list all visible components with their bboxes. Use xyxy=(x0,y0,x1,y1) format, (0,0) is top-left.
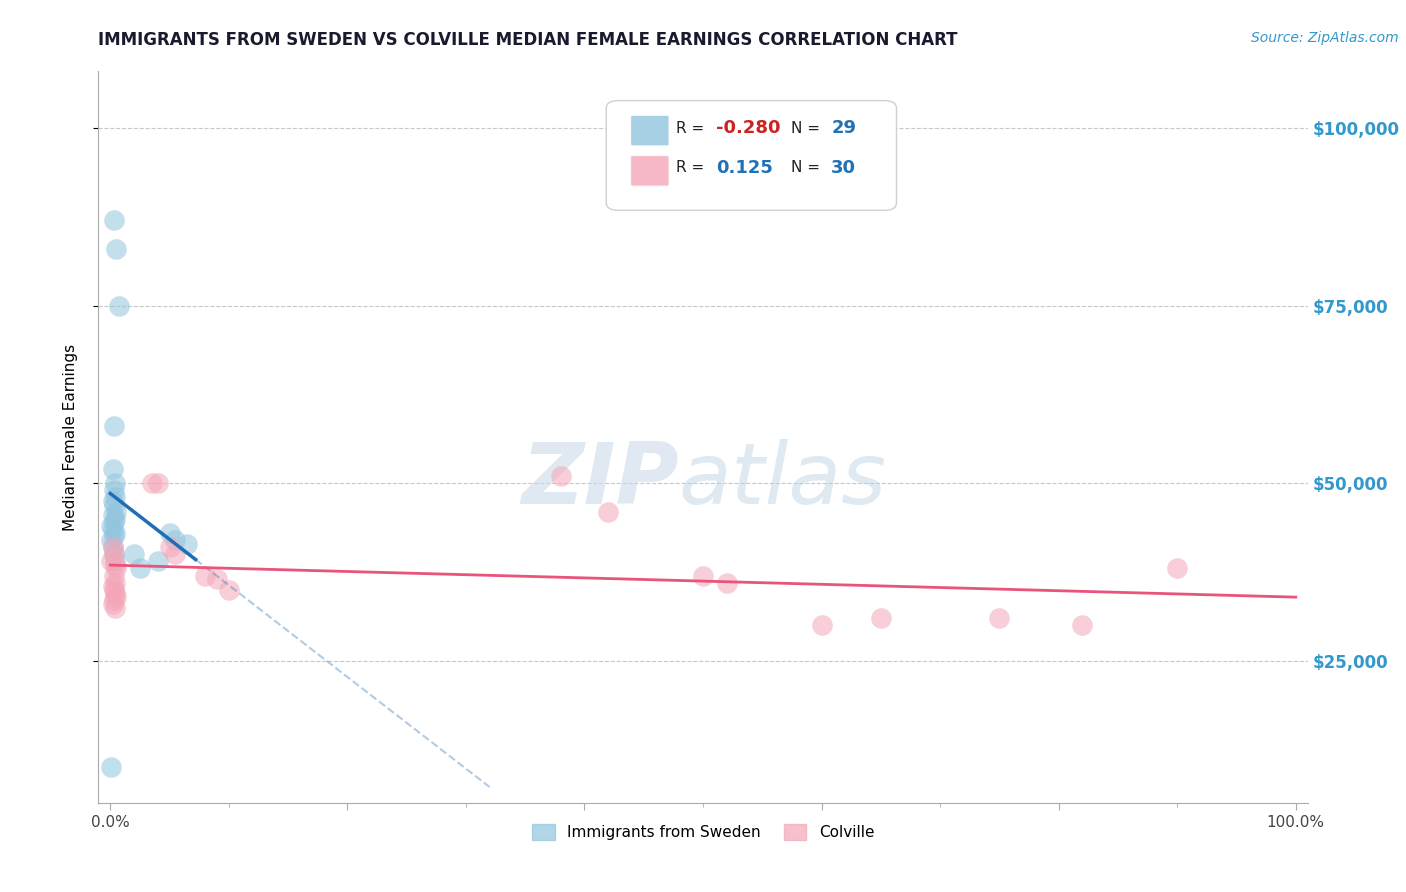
Point xyxy=(103,547,125,561)
Point xyxy=(101,494,124,508)
Point xyxy=(103,498,125,512)
Point xyxy=(101,597,124,611)
Point xyxy=(101,579,124,593)
Point xyxy=(103,483,125,498)
Text: IMMIGRANTS FROM SWEDEN VS COLVILLE MEDIAN FEMALE EARNINGS CORRELATION CHART: IMMIGRANTS FROM SWEDEN VS COLVILLE MEDIA… xyxy=(98,31,957,49)
Point xyxy=(103,568,125,582)
Point xyxy=(104,525,127,540)
Point xyxy=(101,508,124,523)
Text: -0.280: -0.280 xyxy=(716,120,780,137)
Text: 29: 29 xyxy=(831,120,856,137)
Point xyxy=(218,582,240,597)
Point xyxy=(100,533,122,547)
Text: ZIP: ZIP xyxy=(522,440,679,523)
Point xyxy=(141,476,163,491)
Point xyxy=(598,505,620,519)
Point xyxy=(104,491,127,505)
Point xyxy=(194,568,217,582)
Point xyxy=(810,618,832,632)
Point xyxy=(692,568,714,582)
Point xyxy=(103,547,125,561)
Point xyxy=(165,547,187,561)
Point xyxy=(176,536,198,550)
Point xyxy=(104,558,127,572)
Point xyxy=(869,611,891,625)
Y-axis label: Median Female Earnings: Median Female Earnings xyxy=(63,343,77,531)
Point xyxy=(103,419,125,434)
Text: N =: N = xyxy=(792,161,825,176)
Point xyxy=(101,540,124,554)
Text: 0.125: 0.125 xyxy=(716,159,773,177)
Point xyxy=(716,575,738,590)
Point xyxy=(165,533,187,547)
Point xyxy=(100,760,122,774)
Point xyxy=(100,554,122,568)
Point xyxy=(103,529,125,543)
Point xyxy=(1071,618,1094,632)
FancyBboxPatch shape xyxy=(606,101,897,211)
Point xyxy=(103,213,125,227)
Point xyxy=(146,476,169,491)
Point xyxy=(988,611,1011,625)
Point xyxy=(104,476,127,491)
Text: R =: R = xyxy=(676,161,710,176)
Point xyxy=(104,512,127,526)
Point xyxy=(101,462,124,476)
FancyBboxPatch shape xyxy=(630,155,669,186)
Point xyxy=(101,540,124,554)
Text: N =: N = xyxy=(792,121,825,136)
Point xyxy=(100,519,122,533)
FancyBboxPatch shape xyxy=(630,115,669,146)
Text: atlas: atlas xyxy=(679,440,887,523)
Point xyxy=(103,593,125,607)
Point xyxy=(105,590,128,604)
Point xyxy=(129,561,152,575)
Point xyxy=(103,516,125,530)
Point xyxy=(550,469,572,483)
Point xyxy=(104,600,127,615)
Point xyxy=(159,525,181,540)
Legend: Immigrants from Sweden, Colville: Immigrants from Sweden, Colville xyxy=(526,818,880,847)
Point xyxy=(104,575,127,590)
Point xyxy=(205,572,228,586)
Point xyxy=(107,299,129,313)
Point xyxy=(103,582,125,597)
Point xyxy=(104,586,127,600)
Point xyxy=(159,540,181,554)
Text: 30: 30 xyxy=(831,159,856,177)
Text: Source: ZipAtlas.com: Source: ZipAtlas.com xyxy=(1251,31,1399,45)
Point xyxy=(105,242,128,256)
Point xyxy=(105,505,128,519)
Point xyxy=(122,547,145,561)
Text: R =: R = xyxy=(676,121,710,136)
Point xyxy=(105,561,128,575)
Point xyxy=(1166,561,1188,575)
Point xyxy=(101,522,124,536)
Point xyxy=(104,554,127,568)
Point xyxy=(146,554,169,568)
